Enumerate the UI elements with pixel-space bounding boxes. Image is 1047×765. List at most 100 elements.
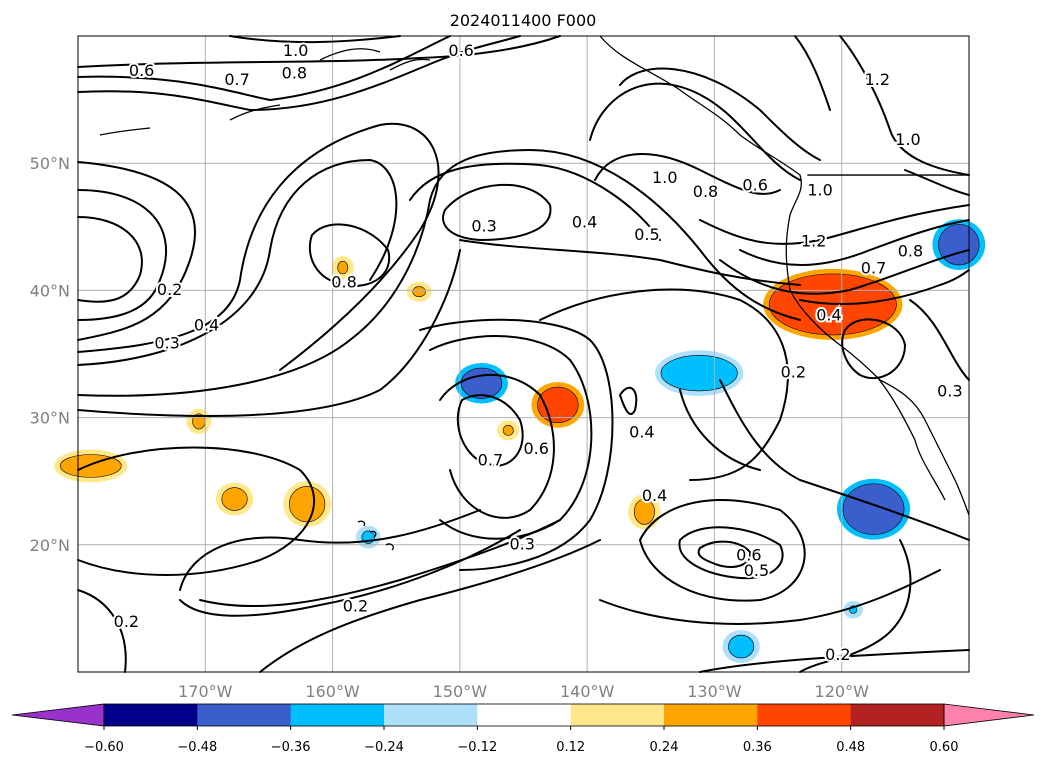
contour-line (589, 82, 801, 181)
anomaly-shade (221, 487, 248, 511)
colorbar-tick-label: −0.12 (457, 740, 497, 755)
y-tick-label: 30°N (30, 409, 70, 428)
contour-line (639, 499, 806, 602)
coastline-baja (877, 377, 946, 501)
contour-line (308, 223, 391, 287)
anomaly-shade (288, 485, 326, 523)
contour-line (179, 509, 481, 591)
contour-label: 0.3 (154, 333, 179, 352)
coastline-alaska-islands (99, 48, 431, 136)
chart-title: 2024011400 F000 (450, 11, 597, 30)
contour-line (77, 35, 561, 68)
colorbar-tick-label: −0.24 (364, 740, 404, 755)
x-tick-label: 140°W (560, 682, 615, 701)
contour-line (719, 249, 970, 295)
colorbar-tick-label: −0.36 (271, 740, 311, 755)
contour-line (678, 526, 784, 580)
colorbar-tick-label: 0.48 (836, 740, 865, 755)
colorbar-frame (103, 703, 945, 727)
map-background (78, 36, 969, 672)
colorbar: −0.60 −0.48 −0.36 −0.24 −0.12 0.12 0.24 0.36 0.4… (11, 703, 1035, 755)
contour-line (839, 35, 970, 176)
contour-line (699, 204, 970, 245)
contour-label: 0.8 (693, 182, 718, 201)
x-tick-label: 120°W (815, 682, 870, 701)
contour-line (77, 122, 440, 371)
contour-line (904, 169, 970, 196)
contour-label: 1.2 (801, 232, 826, 251)
contour-line (77, 159, 398, 366)
contour-label: 1.2 (865, 70, 890, 89)
contour-line (459, 239, 801, 286)
contour-line (442, 184, 552, 241)
anomaly-shade (412, 286, 426, 298)
contour-line (77, 189, 168, 321)
colorbar-segment (290, 704, 385, 726)
contour-label: 1.0 (652, 168, 677, 187)
contour-line (77, 149, 801, 397)
colorbar-segment (757, 704, 852, 726)
contour-line (409, 162, 661, 241)
coastlines (99, 35, 970, 551)
contour-label: 0.4 (816, 305, 841, 324)
contour-labels: 1.0 0.6 0.8 0.6 0.7 1.2 1.0 1.0 0.8 0.6 1.0 1.2 0.8 0… (112, 39, 965, 666)
axes: 170°W 160°W 150°W 140°W 130°W 120°W 50°N 40°N 30… (30, 154, 869, 701)
contour-label: 0.4 (572, 212, 597, 231)
contour-label: 0.5 (634, 225, 659, 244)
contour-label: 1.0 (283, 41, 308, 60)
anomaly-shade (842, 483, 905, 535)
anomaly-shade (460, 367, 503, 399)
contour-line (697, 540, 752, 568)
contour-line (77, 249, 461, 417)
colorbar-tick-label: 0.12 (556, 740, 585, 755)
contour-line (429, 335, 593, 540)
coastline-hawaii (357, 520, 394, 551)
anomaly-shade (337, 260, 349, 275)
contour-line (841, 318, 906, 380)
anomaly-shade (502, 424, 514, 436)
contour-line (439, 374, 555, 519)
colorbar-segment (570, 704, 665, 726)
contour-label: 0.2 (114, 612, 139, 631)
contour-label: 0.6 (736, 546, 761, 565)
contour-label: 0.3 (937, 382, 962, 401)
contour-line (77, 589, 127, 673)
contour-label: 0.7 (224, 70, 249, 89)
contour-line (679, 389, 761, 471)
contour-line (259, 539, 601, 673)
contour-line (456, 394, 524, 467)
contour-label: 0.7 (478, 450, 503, 469)
contour-line (619, 386, 638, 415)
contour-line (199, 519, 561, 608)
map-frame (77, 35, 970, 673)
colorbar-tick-label: 0.60 (930, 740, 959, 755)
contour-line (909, 299, 970, 381)
x-tick-label: 160°W (305, 682, 360, 701)
anomaly-shade (728, 634, 755, 659)
colorbar-tick-label: 0.36 (743, 740, 772, 755)
contour-line (77, 35, 451, 101)
contour-label: 0.6 (448, 41, 473, 60)
contour-line (594, 153, 781, 195)
contour-label: 0.4 (629, 422, 654, 441)
contour-line (539, 288, 789, 481)
contour-label: 0.4 (642, 486, 667, 505)
contour-label: 0.7 (861, 258, 886, 277)
contour-line (799, 269, 970, 305)
x-tick-label: 170°W (178, 682, 233, 701)
colorbar-tick-label: 0.24 (650, 740, 679, 755)
contour-line (77, 446, 316, 576)
colorbar-segment (850, 704, 945, 726)
colorbar-segment (384, 704, 478, 726)
colorbar-tick-label: −0.60 (84, 740, 124, 755)
anomaly-shade (633, 498, 655, 525)
contour-label: 0.6 (524, 439, 549, 458)
anomaly-shade (938, 223, 980, 266)
contour-line (599, 569, 941, 625)
coastline-north-america (599, 35, 970, 516)
contour-line (699, 649, 970, 673)
x-tick-label: 150°W (433, 682, 488, 701)
y-tick-label: 50°N (30, 154, 70, 173)
contour-label: 0.6 (742, 176, 767, 195)
